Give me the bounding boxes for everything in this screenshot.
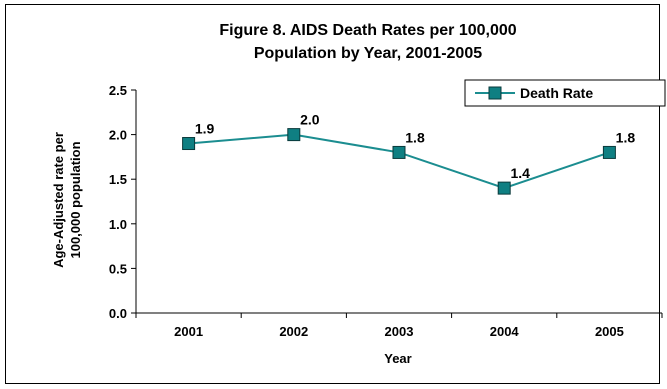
data-label: 1.4: [510, 165, 530, 181]
y-tick-label: 0.0: [109, 306, 127, 321]
data-label: 2.0: [300, 112, 320, 128]
legend: Death Rate: [464, 79, 666, 107]
chart-title-line-2: Population by Year, 2001-2005: [254, 45, 482, 62]
data-point: [497, 181, 511, 195]
y-axis-label-line-1: Age-Adjusted rate per: [51, 132, 66, 268]
x-tick-label: 2005: [595, 324, 624, 339]
axes: 0.0 0.5 1.0 1.5 2.0 2.5 2001 2002 2003 2004 2005: [109, 83, 663, 339]
x-tick-label: 2003: [385, 324, 414, 339]
series-line: [188, 133, 610, 190]
data-label: 1.9: [195, 121, 215, 137]
series-layer: 1.9 2.0 1.8 1.4 1.8: [182, 112, 636, 195]
x-tick-label: 2004: [490, 324, 520, 339]
y-axis-label-line-2: 100,000 population: [68, 141, 83, 258]
data-point: [602, 145, 616, 159]
y-tick-label: 1.0: [109, 217, 127, 232]
data-point: [392, 145, 406, 159]
chart-frame: [5, 4, 660, 384]
legend-label: Death Rate: [520, 85, 593, 101]
y-tick-label: 2.0: [109, 128, 127, 143]
y-tick-label: 0.5: [109, 261, 127, 276]
y-tick-label: 2.5: [109, 83, 127, 98]
data-label: 1.8: [405, 129, 425, 145]
x-tick-label: 2001: [174, 324, 203, 339]
data-point: [287, 128, 301, 142]
chart-title-line-1: Figure 8. AIDS Death Rates per 100,000: [219, 22, 516, 39]
data-label: 1.8: [616, 129, 636, 145]
x-axis-label: Year: [384, 351, 411, 366]
legend-marker: [488, 86, 502, 100]
x-tick-label: 2002: [279, 324, 308, 339]
y-tick-label: 1.5: [109, 172, 127, 187]
data-point: [182, 137, 196, 151]
